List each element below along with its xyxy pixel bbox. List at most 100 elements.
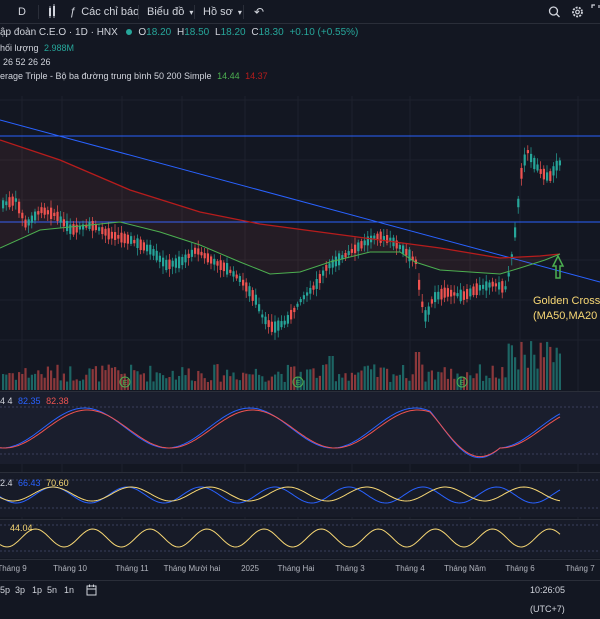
- candle: [507, 272, 510, 277]
- golden-cross-sublabel[interactable]: (MA50,MA20: [533, 310, 598, 322]
- fullscreen-icon[interactable]: [591, 0, 600, 24]
- volume-bar: [469, 375, 472, 390]
- calendar-icon[interactable]: [86, 581, 97, 600]
- range-1n[interactable]: 1n: [64, 585, 75, 595]
- candle: [379, 231, 382, 243]
- chart-type-icon[interactable]: [46, 0, 58, 24]
- candle: [11, 196, 14, 206]
- candle: [322, 270, 325, 276]
- arrow-up-icon[interactable]: [551, 254, 565, 279]
- osc2-legend[interactable]: 2.4 66.43 70.60: [0, 478, 69, 488]
- range-1p[interactable]: 1p: [32, 585, 43, 595]
- symbol-title[interactable]: ập đoàn C.E.O · 1D · HNX: [0, 27, 118, 38]
- osc1-line-b: [0, 409, 561, 458]
- golden-cross-label[interactable]: Golden Cross: [533, 295, 600, 307]
- candle: [290, 309, 293, 320]
- candle: [120, 232, 123, 243]
- candle: [178, 256, 181, 269]
- candle: [475, 283, 478, 296]
- ohlc-high: 18.50: [184, 27, 210, 38]
- volume-bar: [334, 381, 337, 390]
- candle: [130, 236, 133, 244]
- osc3-v1: 44.04: [10, 523, 33, 533]
- volume-bar: [360, 370, 363, 390]
- profile-dropdown[interactable]: Hồ sơ ▾: [203, 0, 242, 24]
- candle: [328, 263, 331, 269]
- clock[interactable]: 10:26:05 (UTC+7): [530, 585, 566, 614]
- settings-icon[interactable]: [571, 0, 584, 24]
- candle: [293, 307, 296, 313]
- earnings-icon[interactable]: E: [292, 376, 304, 388]
- candle: [213, 258, 216, 265]
- ma-triple-v2: 14.37: [245, 71, 268, 81]
- volume-bar: [430, 370, 433, 390]
- candle: [280, 321, 283, 328]
- candle: [123, 233, 126, 244]
- chart-area[interactable]: E E E Tháng 9 Tháng 10 Tháng 11 Tháng Mười …: [0, 24, 600, 580]
- candle: [302, 295, 305, 300]
- symbol-legend: ập đoàn C.E.O · 1D · HNX O18.20 H18.50 L…: [0, 27, 358, 38]
- candle: [171, 260, 174, 267]
- volume-bar: [434, 379, 437, 390]
- volume-bar: [78, 380, 81, 390]
- candle: [299, 299, 302, 303]
- time-axis-label: 2025: [241, 564, 259, 573]
- volume-bar: [165, 378, 168, 390]
- ma-triple-name: erage Triple - Bộ ba đường trung bình 50…: [0, 71, 212, 81]
- osc3-legend[interactable]: 44.04: [10, 523, 33, 533]
- candle: [482, 284, 485, 289]
- volume-bar: [270, 376, 273, 390]
- search-icon[interactable]: [548, 0, 561, 24]
- candle: [235, 274, 238, 279]
- range-5n[interactable]: 5n: [47, 585, 58, 595]
- earnings-letter: E: [460, 380, 465, 387]
- osc2-v1: 66.43: [18, 478, 41, 488]
- osc1-legend[interactable]: 4 4 82.35 82.38: [0, 396, 69, 406]
- ma-params-legend[interactable]: 26 52 26 26: [3, 57, 51, 67]
- osc2-prefix: 2.4: [0, 478, 13, 488]
- volume-bar: [178, 375, 181, 390]
- range-3p[interactable]: 3p: [15, 585, 26, 595]
- candle: [251, 290, 254, 301]
- downtrend-line[interactable]: [0, 119, 600, 283]
- candle: [546, 172, 549, 181]
- ma-triple-legend[interactable]: erage Triple - Bộ ba đường trung bình 50…: [0, 71, 268, 81]
- indicators-button[interactable]: ƒ Các chỉ báo: [70, 0, 139, 24]
- volume-legend[interactable]: hối lượng 2.988M: [0, 43, 74, 53]
- chart-canvas: E E E Tháng 9 Tháng 10 Tháng 11 Tháng Mười …: [0, 96, 600, 573]
- range-5p[interactable]: 5p: [0, 585, 11, 595]
- volume-bar: [8, 373, 11, 390]
- volume-bar: [341, 377, 344, 390]
- chart-type-dropdown[interactable]: Biểu đồ ▾: [147, 0, 193, 24]
- candle: [421, 301, 424, 308]
- ma-params: 26 52 26 26: [3, 57, 51, 67]
- candle: [146, 244, 149, 252]
- candle: [24, 219, 27, 228]
- volume-bar: [91, 369, 94, 390]
- volume-bar: [171, 370, 174, 390]
- time-axis-label: Tháng 4: [395, 564, 425, 573]
- volume-bar: [357, 372, 360, 390]
- candle: [53, 212, 56, 217]
- volume-bar: [200, 373, 203, 390]
- volume-bar: [370, 369, 373, 390]
- candle: [389, 237, 392, 242]
- earnings-icon[interactable]: E: [119, 376, 131, 388]
- volume-bar: [296, 376, 299, 390]
- candle: [478, 285, 481, 291]
- candle: [94, 224, 97, 231]
- candle: [72, 224, 75, 235]
- volume-bar: [363, 366, 366, 390]
- volume-bar: [376, 376, 379, 390]
- volume-bar: [30, 374, 33, 390]
- undo-icon[interactable]: ↶: [254, 5, 265, 19]
- candle: [427, 306, 430, 315]
- candle: [139, 239, 142, 251]
- candle: [40, 207, 43, 214]
- volume-bar: [187, 368, 190, 390]
- time-axis-label: Tháng 9: [0, 564, 27, 573]
- volume-bar: [37, 370, 40, 390]
- interval-button[interactable]: D: [18, 6, 26, 18]
- earnings-icon[interactable]: E: [456, 376, 468, 388]
- volume-bar: [459, 376, 462, 390]
